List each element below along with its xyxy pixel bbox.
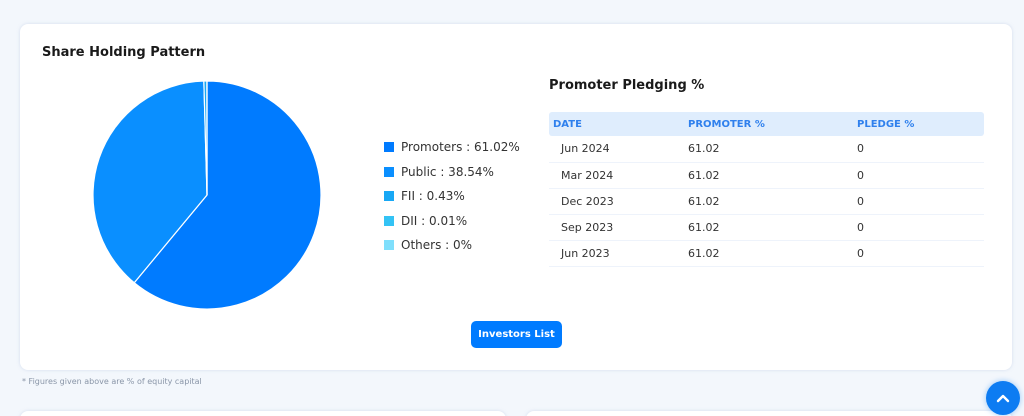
- chevron-up-icon: [996, 394, 1010, 403]
- pie-slice-promoters[interactable]: [133, 80, 322, 310]
- legend-item-fii[interactable]: FII : 0.43%: [384, 184, 520, 209]
- cell-pledge: 0: [853, 136, 984, 163]
- cell-date: Sep 2023: [549, 214, 684, 241]
- legend-label: Promoters : 61.02%: [401, 140, 520, 155]
- cell-date: Jun 2023: [549, 240, 684, 267]
- table-header-row: DATE PROMOTER % PLEDGE %: [549, 112, 984, 136]
- legend-item-promoters[interactable]: Promoters : 61.02%: [384, 135, 520, 160]
- legend-label: Public : 38.54%: [401, 164, 494, 179]
- cell-date: Jun 2024: [549, 136, 684, 163]
- share-holding-card: Share Holding Pattern Promoters : 61.02%…: [20, 24, 1012, 370]
- cell-date: Dec 2023: [549, 188, 684, 215]
- cell-promoter: 61.02: [684, 214, 853, 241]
- cell-date: Mar 2024: [549, 162, 684, 189]
- cell-promoter: 61.02: [684, 162, 853, 189]
- share-holding-title: Share Holding Pattern: [42, 45, 206, 60]
- legend-swatch: [384, 191, 394, 202]
- promoter-pledging-table: DATE PROMOTER % PLEDGE % Jun 2024 61.02 …: [549, 112, 984, 267]
- legend-item-public[interactable]: Public : 38.54%: [384, 160, 520, 185]
- cell-promoter: 61.02: [684, 188, 853, 215]
- bottom-card-right: [526, 411, 1012, 416]
- cell-pledge: 0: [853, 240, 984, 267]
- pie-slice-public[interactable]: [92, 80, 208, 284]
- table-row: Dec 2023 61.02 0: [549, 188, 984, 215]
- equity-footnote: * Figures given above are % of equity ca…: [22, 377, 202, 386]
- legend-label: FII : 0.43%: [401, 189, 465, 204]
- share-holding-pie-chart: [92, 80, 322, 310]
- table-row: Sep 2023 61.02 0: [549, 214, 984, 241]
- legend-item-others[interactable]: Others : 0%: [384, 233, 520, 258]
- promoter-pledging-title: Promoter Pledging %: [549, 78, 705, 93]
- legend-label: DII : 0.01%: [401, 213, 468, 228]
- table-row: Jun 2023 61.02 0: [549, 240, 984, 267]
- scroll-to-top-button[interactable]: [986, 381, 1020, 415]
- table-row: Mar 2024 61.02 0: [549, 162, 984, 189]
- legend-swatch: [384, 166, 394, 177]
- column-header-promoter: PROMOTER %: [688, 118, 765, 130]
- legend-label: Others : 0%: [401, 238, 473, 253]
- cell-pledge: 0: [853, 162, 984, 189]
- cell-pledge: 0: [853, 188, 984, 215]
- column-header-date: DATE: [553, 118, 582, 130]
- legend-swatch: [384, 142, 394, 153]
- column-header-pledge: PLEDGE %: [857, 118, 915, 130]
- cell-promoter: 61.02: [684, 136, 853, 163]
- pie-legend: Promoters : 61.02% Public : 38.54% FII :…: [384, 135, 520, 258]
- cell-promoter: 61.02: [684, 240, 853, 267]
- legend-item-dii[interactable]: DII : 0.01%: [384, 209, 520, 234]
- table-row: Jun 2024 61.02 0: [549, 136, 984, 163]
- legend-swatch: [384, 215, 394, 226]
- bottom-card-left: [20, 411, 506, 416]
- legend-swatch: [384, 240, 394, 251]
- investors-list-button[interactable]: Investors List: [471, 321, 562, 348]
- cell-pledge: 0: [853, 214, 984, 241]
